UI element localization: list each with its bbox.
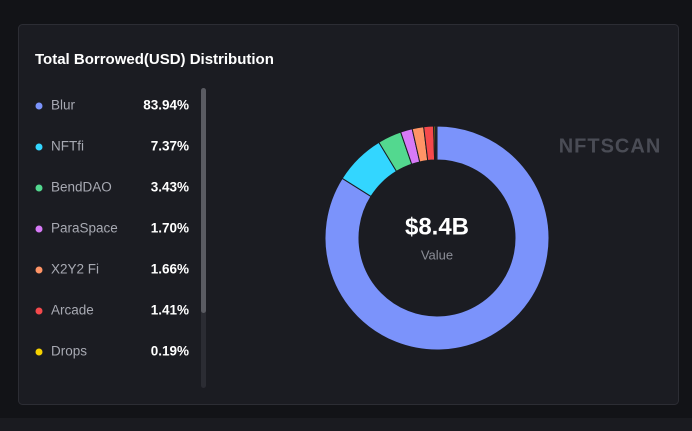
legend-label: ParaSpace bbox=[51, 221, 118, 236]
donut bbox=[324, 125, 550, 351]
legend-label: Arcade bbox=[51, 303, 94, 318]
legend-value: 1.70% bbox=[151, 221, 189, 236]
legend-dot bbox=[35, 102, 43, 110]
legend: Blur 83.94% NFTfi 7.37% BendDAO 3.43% ParaSpac… bbox=[35, 98, 189, 359]
legend-dot bbox=[35, 348, 43, 356]
legend-value: 0.19% bbox=[151, 344, 189, 359]
legend-label: NFTfi bbox=[51, 139, 84, 154]
center-value: $8.4B bbox=[405, 213, 469, 240]
legend-dot bbox=[35, 307, 43, 315]
legend-label: Blur bbox=[51, 98, 76, 113]
bottom-strip bbox=[0, 418, 692, 431]
donut-segment bbox=[324, 125, 550, 351]
legend-dot bbox=[35, 184, 43, 192]
legend-value: 3.43% bbox=[151, 180, 189, 195]
center-label: Value bbox=[421, 247, 453, 262]
legend-dot bbox=[35, 266, 43, 274]
legend-dot bbox=[35, 143, 43, 151]
legend-value: 1.41% bbox=[151, 303, 189, 318]
legend-label: X2Y2 Fi bbox=[51, 262, 99, 277]
legend-dot bbox=[35, 225, 43, 233]
legend-label: BendDAO bbox=[51, 180, 112, 195]
legend-value: 83.94% bbox=[143, 98, 189, 113]
scroll-thumb[interactable] bbox=[201, 88, 206, 313]
legend-label: Drops bbox=[51, 344, 87, 359]
legend-value: 7.37% bbox=[151, 139, 189, 154]
donut-segment bbox=[433, 125, 437, 161]
legend-value: 1.66% bbox=[151, 262, 189, 277]
watermark: NFTSCAN bbox=[559, 135, 662, 157]
chart-title: Total Borrowed(USD) Distribution bbox=[35, 51, 274, 68]
